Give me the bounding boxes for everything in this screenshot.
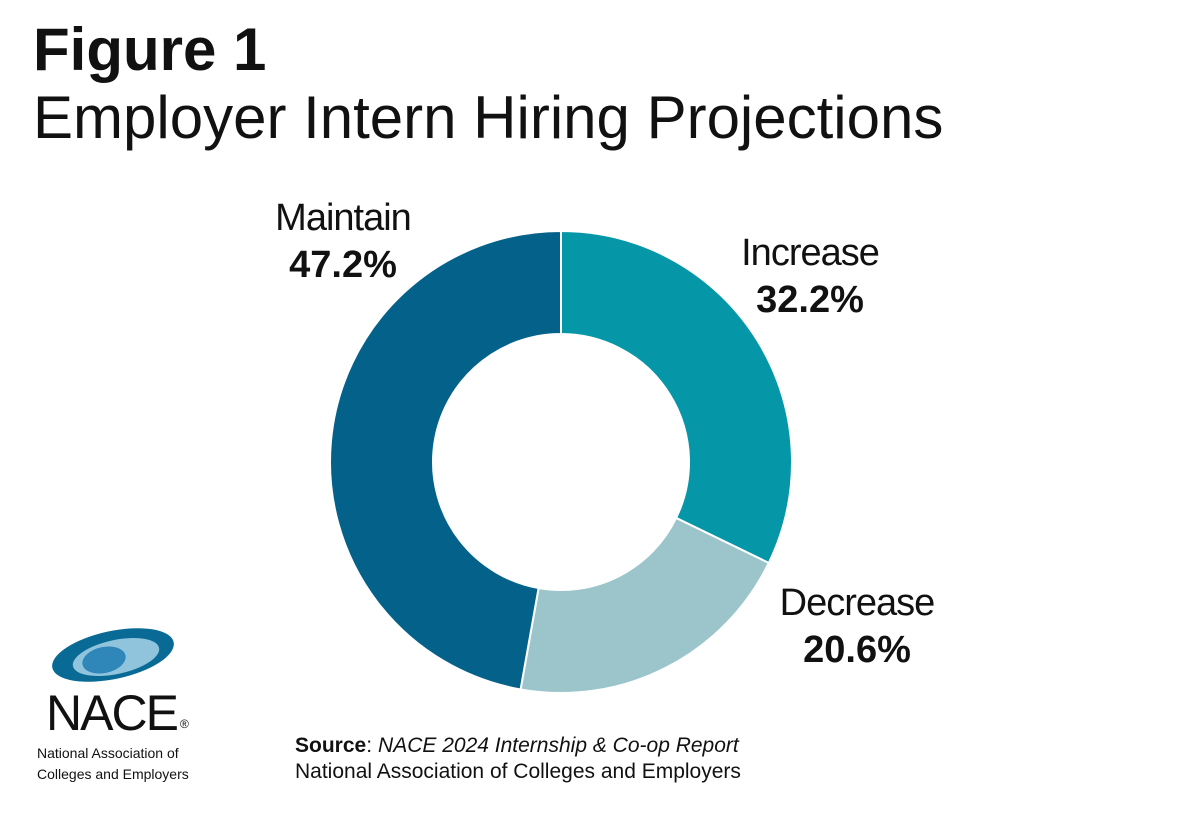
donut-slice [329,229,562,691]
logo-name: NACE [46,685,178,741]
donut-slice [519,516,771,694]
slice-label: Decrease [780,582,935,624]
source-label: Source [295,734,366,757]
slice-label: Increase [741,232,879,274]
source-publisher: National Association of Colleges and Emp… [295,760,741,783]
value-label: 20.6% [803,629,911,671]
source-title: NACE 2024 Internship & Co-op Report [378,734,740,757]
chart-subtitle: Employer Intern Hiring Projections [33,84,943,151]
source: Source: NACE 2024 Internship & Co-op Repo… [295,734,740,757]
chart-title: Figure 1 [33,16,266,83]
logo-line: Colleges and Employers [37,766,189,782]
source-punctuation: : [366,734,372,757]
logo-mark: ® [180,717,189,731]
slice-label: Maintain [275,197,411,239]
value-label: 47.2% [289,244,397,286]
logo: NACE ® National Association of Colleges … [37,628,189,782]
logo-line: National Association of [37,745,179,761]
value-label: 32.2% [756,279,864,321]
logo-swoosh [82,646,126,674]
donut-slice [560,229,793,565]
